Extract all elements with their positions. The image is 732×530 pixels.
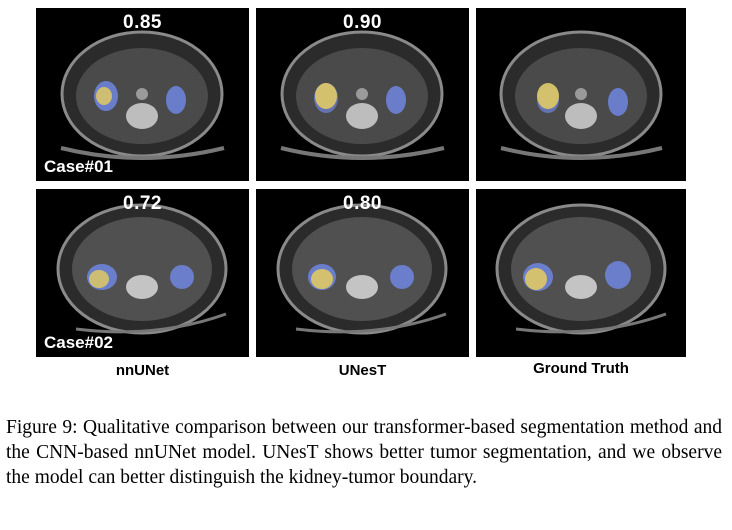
kidney-mask-right xyxy=(170,265,194,289)
ct-panel-case01-nnunet: 0.85 Case#01 xyxy=(36,8,249,181)
ct-panel-case02-unest: 0.80 xyxy=(256,189,469,357)
figure-caption: Figure 9: Qualitative comparison between… xyxy=(6,417,722,488)
ct-panel-case02-nnunet: 0.72 Case#02 xyxy=(36,189,249,357)
ct-slice-image xyxy=(56,203,228,335)
dice-score: 0.90 xyxy=(343,12,382,33)
column-label-ground-truth: Ground Truth xyxy=(533,360,629,377)
ct-slice-image xyxy=(276,203,448,335)
ct-panel-case01-ground-truth xyxy=(476,8,686,181)
tumor-mask xyxy=(311,269,333,289)
case-label: Case#02 xyxy=(44,333,114,352)
tumor-mask xyxy=(96,87,112,105)
dice-score: 0.72 xyxy=(123,193,162,214)
column-label-nnunet: nnUNet xyxy=(115,362,170,379)
kidney-mask-right xyxy=(166,86,186,114)
dice-score: 0.85 xyxy=(123,12,162,33)
kidney-mask-right xyxy=(605,261,631,289)
tumor-mask xyxy=(525,268,547,290)
case-label: Case#01 xyxy=(44,157,114,176)
kidney-mask-right xyxy=(390,265,414,289)
kidney-mask-right xyxy=(386,86,406,114)
ct-slice-image xyxy=(280,30,445,160)
kidney-mask-right xyxy=(608,88,628,116)
ct-slice-image xyxy=(60,30,225,160)
ct-panel-case01-unest: 0.90 xyxy=(256,8,469,181)
tumor-mask xyxy=(89,270,109,288)
qualitative-figure: 0.85 Case#01 0.90 xyxy=(36,8,686,379)
ct-slice-image xyxy=(499,30,663,160)
tumor-mask xyxy=(315,83,337,109)
ct-slice-image xyxy=(495,203,667,335)
ct-panel-case02-ground-truth xyxy=(476,189,686,357)
dice-score: 0.80 xyxy=(343,193,382,214)
column-label-unest: UNesT xyxy=(338,362,387,379)
tumor-mask xyxy=(537,83,559,109)
